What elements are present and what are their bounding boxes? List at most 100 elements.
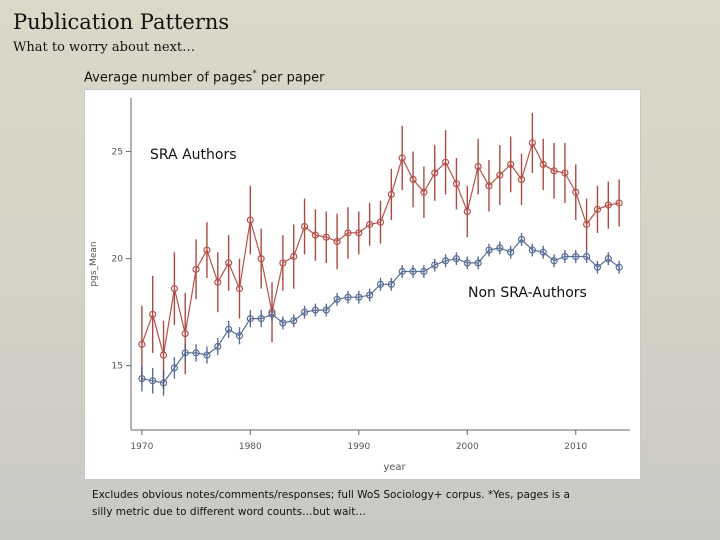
data-point — [355, 293, 363, 301]
chart-plot-area — [138, 112, 623, 396]
data-point — [311, 306, 320, 314]
data-point — [192, 349, 200, 357]
data-point — [290, 317, 298, 325]
data-point — [192, 265, 200, 273]
data-point — [528, 246, 536, 254]
data-point — [485, 182, 493, 190]
chart-heading-asterisk: * — [252, 69, 257, 79]
data-point — [235, 285, 244, 293]
footnote: Excludes obvious notes/comments/response… — [92, 487, 652, 521]
data-point — [583, 220, 591, 228]
data-point — [333, 295, 341, 303]
data-point — [474, 162, 482, 171]
data-point — [539, 160, 547, 169]
data-point — [235, 332, 244, 340]
data-point — [138, 374, 146, 383]
footnote-line-2: silly metric due to different word count… — [92, 506, 366, 518]
data-point — [170, 285, 178, 293]
y-tick-label: 15 — [112, 362, 123, 372]
data-point — [387, 190, 395, 198]
data-point — [225, 259, 233, 267]
data-point — [203, 351, 211, 359]
data-point — [322, 233, 330, 241]
data-point — [517, 235, 526, 243]
data-point — [452, 255, 461, 263]
data-point — [409, 175, 417, 183]
data-point — [214, 278, 222, 286]
x-tick-label: 2000 — [456, 442, 479, 452]
data-point — [615, 263, 623, 271]
data-point — [517, 175, 526, 183]
data-point — [355, 229, 363, 237]
data-point — [300, 308, 309, 316]
data-point — [496, 244, 504, 252]
data-point — [561, 169, 569, 177]
data-point — [572, 252, 580, 261]
data-point — [561, 252, 569, 261]
chart-heading: Average number of pages* per paper — [84, 69, 324, 85]
data-point — [366, 291, 374, 299]
data-point — [409, 267, 417, 276]
data-point — [279, 319, 287, 327]
data-point — [246, 216, 254, 224]
annotation-sra-authors: SRA Authors — [150, 147, 237, 163]
data-point — [344, 293, 352, 301]
data-point — [170, 364, 178, 372]
data-point — [300, 222, 309, 231]
data-point — [181, 330, 189, 338]
data-point — [420, 188, 428, 196]
data-point — [344, 229, 352, 237]
data-point — [246, 315, 254, 323]
data-point — [550, 167, 558, 175]
data-point — [214, 342, 222, 351]
data-point — [593, 263, 602, 271]
x-tick-label: 1980 — [239, 442, 262, 452]
data-point — [474, 259, 482, 267]
data-point — [138, 340, 146, 348]
chart-labels: SRA Authors Non SRA-Authors — [150, 147, 587, 301]
slide-subtitle: What to worry about next… — [13, 40, 196, 55]
data-point — [398, 154, 406, 162]
data-point — [496, 171, 504, 179]
series-line — [141, 141, 620, 356]
data-point — [322, 306, 330, 314]
data-point — [507, 248, 515, 256]
data-point — [431, 169, 439, 177]
data-point — [583, 252, 591, 261]
data-point — [604, 255, 612, 263]
data-point — [149, 377, 157, 385]
data-point — [376, 218, 385, 226]
data-point — [441, 257, 450, 265]
data-point — [149, 310, 157, 318]
chart-panel: 15 20 25 1970 1980 1990 2000 2010 pgs_Mean year S… — [84, 89, 641, 480]
data-point — [528, 139, 536, 147]
series-sra — [138, 112, 623, 390]
series-line — [141, 238, 620, 384]
data-point — [387, 280, 395, 288]
x-tick-label: 1990 — [347, 442, 370, 452]
data-point — [485, 246, 493, 254]
data-point — [593, 205, 602, 213]
data-point — [257, 255, 265, 263]
data-point — [290, 252, 298, 261]
data-point — [225, 325, 233, 333]
data-point — [159, 379, 168, 387]
data-point — [257, 315, 265, 323]
y-tick-label: 20 — [112, 255, 124, 265]
data-point — [268, 310, 276, 318]
series-non-sra — [138, 232, 623, 396]
y-tick-label: 25 — [112, 148, 123, 158]
data-point — [507, 160, 515, 169]
data-point — [181, 349, 189, 357]
chart-heading-suffix: per paper — [256, 70, 325, 86]
chart-heading-text: Average number of pages — [84, 70, 253, 86]
data-point — [615, 199, 623, 207]
data-point — [431, 261, 439, 269]
data-point — [398, 267, 406, 276]
data-point — [203, 246, 211, 254]
data-point — [452, 180, 461, 188]
data-point — [441, 158, 450, 166]
x-tick-label: 2010 — [564, 442, 587, 452]
